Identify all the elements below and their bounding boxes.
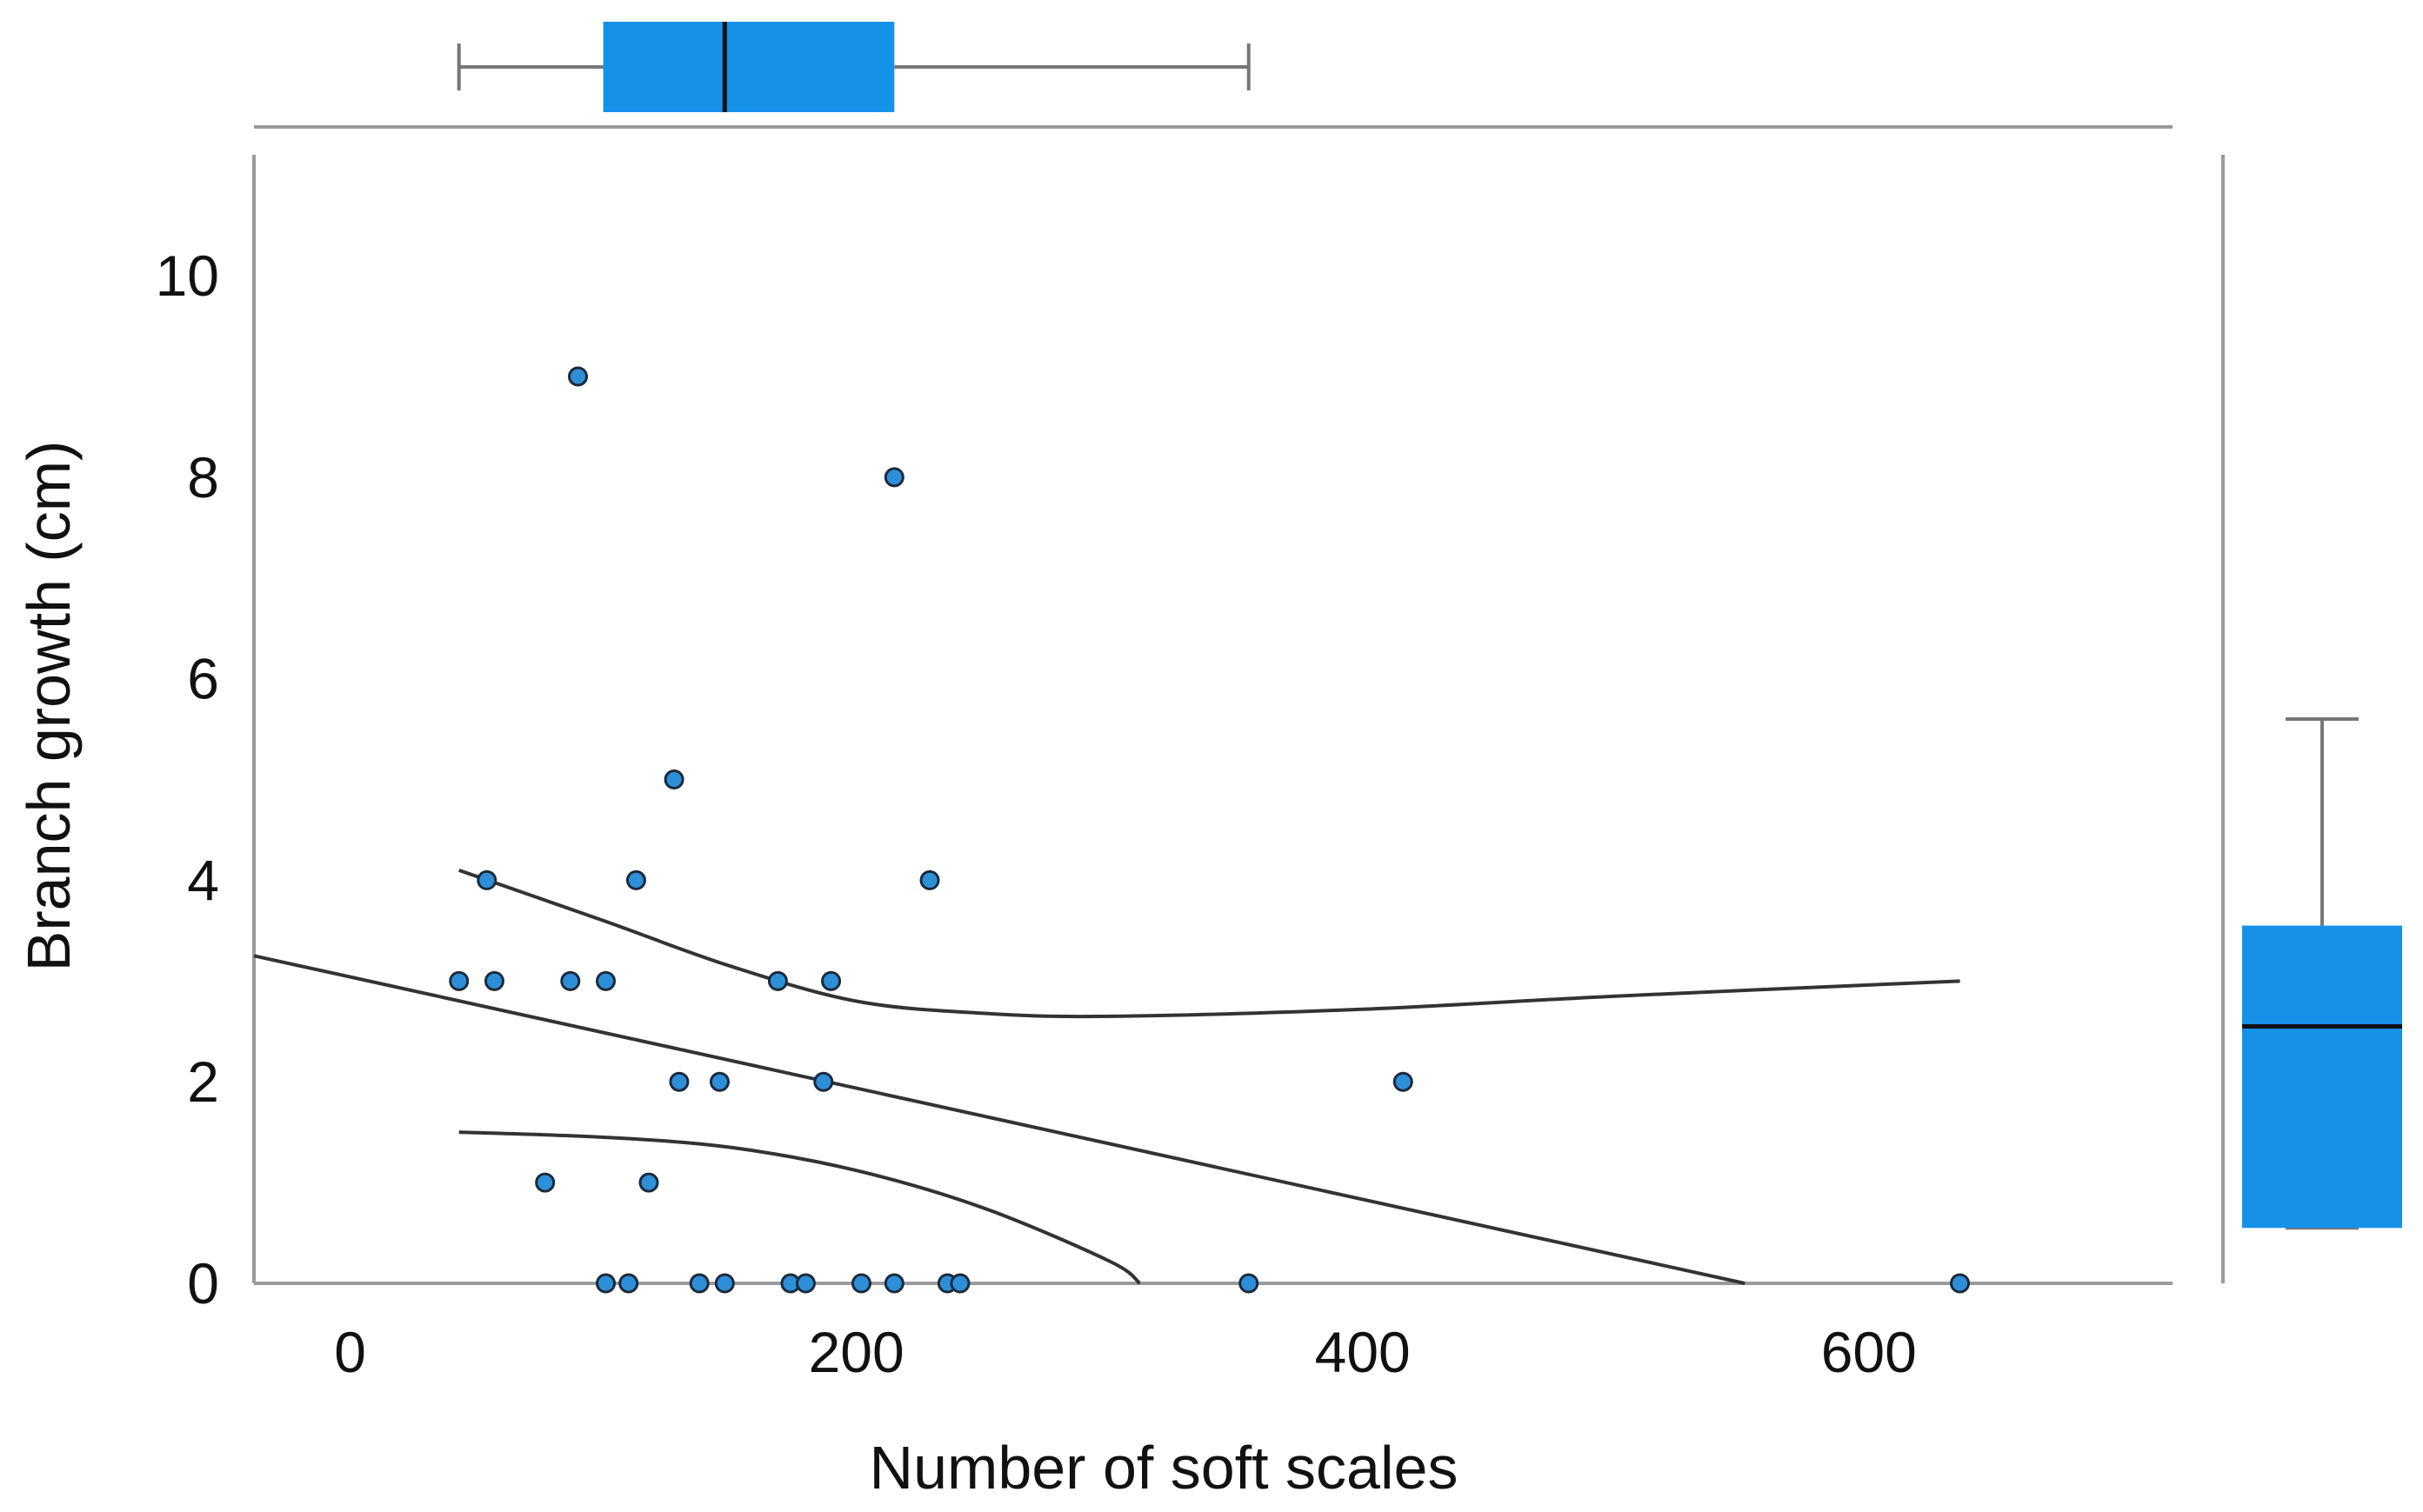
x-tick-label: 200 — [809, 1320, 904, 1384]
data-point — [535, 1172, 556, 1193]
data-point — [795, 1273, 816, 1294]
y-marginal-boxplot — [2242, 717, 2402, 1230]
data-point — [596, 1273, 617, 1294]
data-point — [851, 1273, 871, 1294]
data-point — [484, 970, 504, 991]
y-tick-labels: 0 2 4 6 8 10 — [156, 243, 219, 1316]
data-point — [767, 970, 788, 991]
y-tick-label: 2 — [187, 1049, 219, 1114]
data-point — [625, 869, 646, 890]
x-axis-title: Number of soft scales — [870, 1434, 1458, 1502]
confidence-lower-curve — [458, 1130, 1141, 1285]
x-tick-label: 400 — [1315, 1320, 1411, 1384]
y-tick-label: 0 — [187, 1251, 219, 1316]
regression-line — [253, 954, 1745, 1285]
x-tick-labels: 0 200 400 600 — [334, 1320, 1917, 1384]
x-tick-label: 0 — [334, 1320, 366, 1384]
data-point — [950, 1273, 971, 1294]
top-box-iqr — [603, 22, 895, 112]
data-point — [449, 970, 470, 991]
data-point — [709, 1071, 730, 1092]
data-point — [884, 1273, 904, 1294]
data-point — [1950, 1273, 1971, 1294]
y-tick-label: 6 — [187, 647, 219, 711]
data-point — [1392, 1071, 1413, 1092]
data-point — [560, 970, 581, 991]
y-tick-label: 8 — [187, 445, 219, 510]
data-point — [813, 1071, 834, 1092]
data-point — [884, 467, 904, 488]
data-point — [919, 869, 940, 890]
data-point — [477, 869, 497, 890]
data-point — [669, 1071, 690, 1092]
data-point — [821, 970, 842, 991]
x-tick-label: 600 — [1821, 1320, 1917, 1384]
data-point — [638, 1172, 659, 1193]
data-point — [1238, 1273, 1259, 1294]
fit-lines — [253, 868, 1960, 1285]
y-tick-label: 4 — [187, 848, 219, 912]
data-point — [689, 1273, 710, 1294]
y-tick-label: 10 — [156, 243, 219, 308]
data-points — [449, 366, 1971, 1294]
right-box-iqr — [2242, 925, 2402, 1229]
data-point — [618, 1273, 639, 1294]
x-marginal-boxplot — [457, 22, 1251, 112]
y-axis-title: Branch growth (cm) — [15, 441, 83, 972]
data-point — [664, 769, 684, 790]
data-point — [714, 1273, 735, 1294]
data-point — [596, 970, 617, 991]
data-point — [568, 366, 589, 387]
confidence-upper-curve — [458, 868, 1960, 1019]
